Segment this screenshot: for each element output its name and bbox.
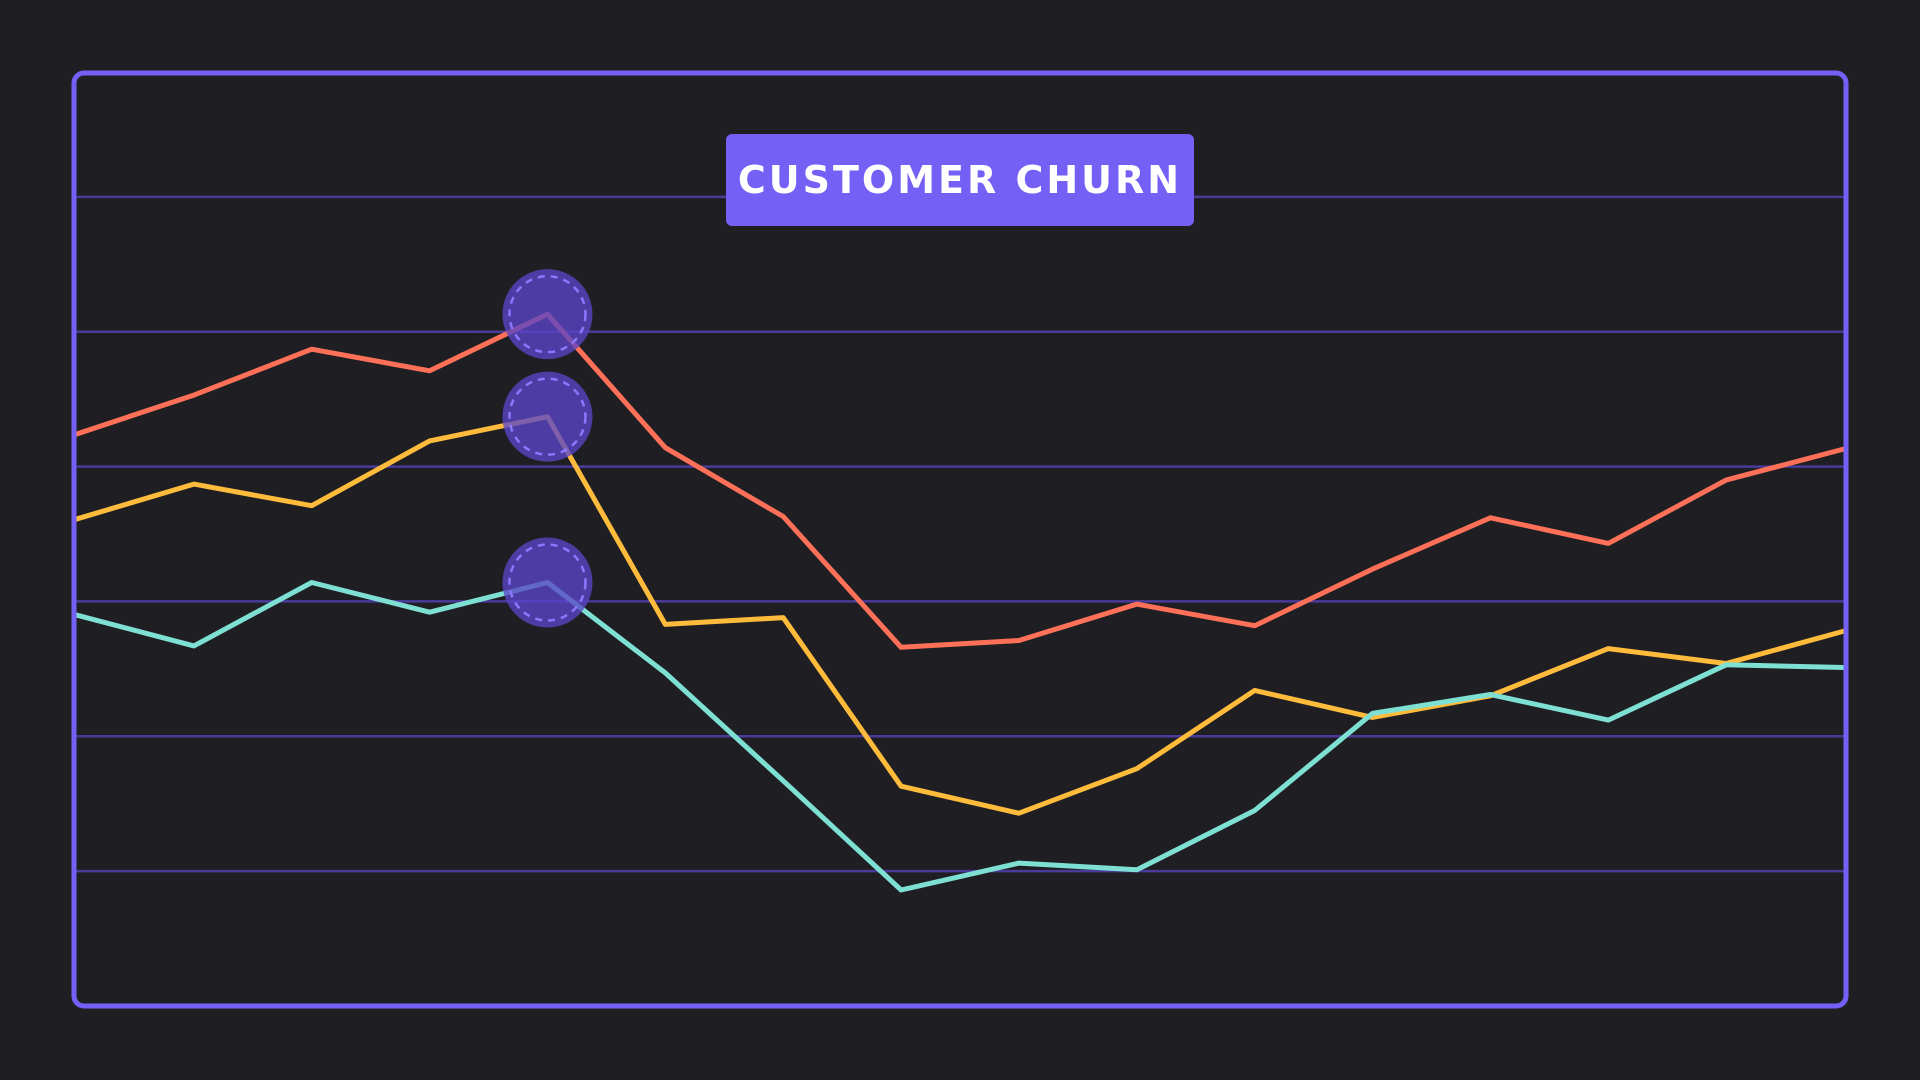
chart-title: CUSTOMER CHURN (737, 158, 1183, 202)
highlight-markers (502, 269, 593, 628)
highlight-marker-ring (508, 377, 587, 456)
series-3-line (73, 580, 1847, 893)
highlight-marker-disc (502, 371, 593, 462)
highlight-marker-1[interactable] (502, 269, 593, 360)
highlight-marker-ring (508, 543, 587, 622)
series-2-line (73, 414, 1847, 816)
series-3 (73, 580, 1847, 893)
series-lines (73, 311, 1847, 893)
highlight-marker-disc (502, 269, 593, 360)
highlight-marker-2[interactable] (502, 371, 593, 462)
series-1-line (73, 311, 1847, 650)
highlight-marker-3[interactable] (502, 537, 593, 628)
chart-frame (71, 70, 1849, 1009)
highlight-marker-disc (502, 537, 593, 628)
chart-title-badge: CUSTOMER CHURN (726, 134, 1194, 226)
highlight-marker-ring (508, 274, 587, 354)
